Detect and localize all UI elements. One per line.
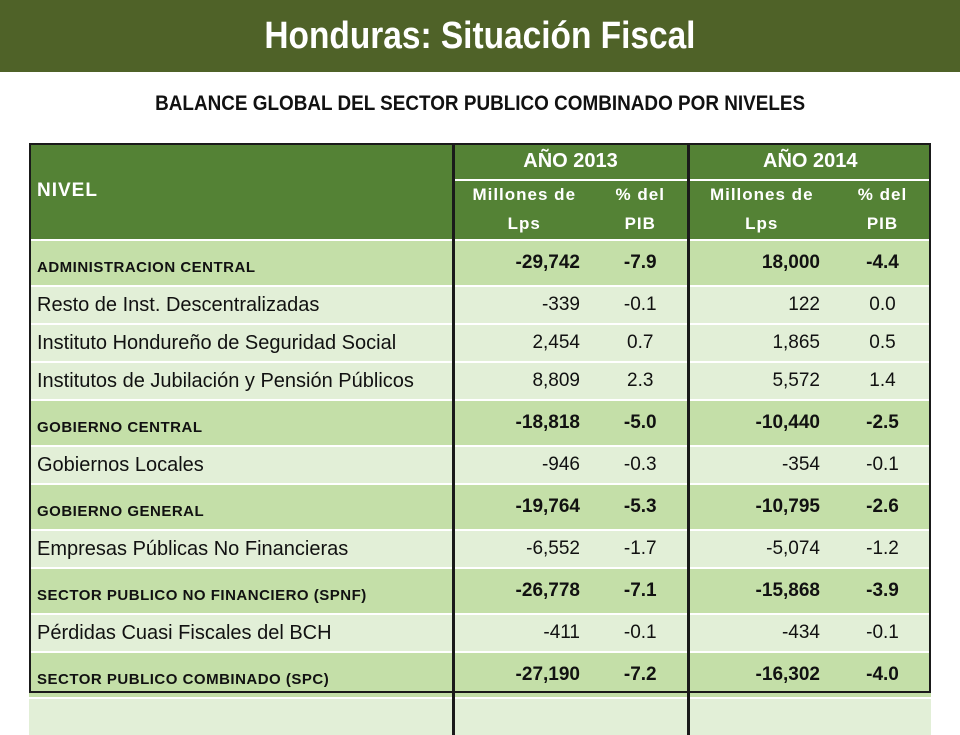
col-header-pib-2014: % del: [834, 180, 931, 209]
nivel-header: NIVEL: [29, 143, 453, 240]
pib-2014: -1.2: [834, 529, 931, 568]
pib-2013: -0.1: [594, 613, 688, 652]
table-row: SECTOR PUBLICO COMBINADO (SPC) -27,190 -…: [29, 651, 931, 698]
value-2014: 18,000: [686, 239, 834, 286]
table-subtitle-text: BALANCE GLOBAL DEL SECTOR PUBLICO COMBIN…: [155, 92, 805, 115]
pib-2014: -2.6: [834, 483, 931, 530]
col-header-lps-2014: Lps: [686, 209, 834, 240]
table-row: GOBIERNO CENTRAL -18,818 -5.0 -10,440 -2…: [29, 399, 931, 446]
title-bar: Honduras: Situación Fiscal: [0, 0, 960, 72]
fiscal-balance-table: NIVEL AÑO 2013 AÑO 2014 Millones de % de…: [29, 143, 931, 735]
value-2013: -411: [451, 613, 594, 652]
pib-2014: -4.4: [834, 239, 931, 286]
row-label: Pérdidas Cuasi Fiscales del BCH: [29, 613, 453, 652]
pib-2013: -7.2: [594, 651, 688, 698]
pib-2013: 0.7: [594, 323, 688, 362]
pib-2014: -3.9: [834, 567, 931, 614]
col-header-pib-2013: % del: [594, 180, 688, 209]
value-2013: -26,778: [451, 567, 594, 614]
value-2013: -339: [451, 285, 594, 324]
value-2014: 5,572: [686, 361, 834, 400]
row-label: GOBIERNO GENERAL: [29, 483, 453, 530]
value-2013: 8,809: [451, 361, 594, 400]
empty-cell: [834, 697, 931, 735]
value-2013: -27,190: [451, 651, 594, 698]
empty-cell: [686, 697, 834, 735]
pib-2013: 2.3: [594, 361, 688, 400]
table-frame-bottom: [29, 691, 931, 693]
pib-2014: -4.0: [834, 651, 931, 698]
pib-2014: 0.5: [834, 323, 931, 362]
pib-2014: 0.0: [834, 285, 931, 324]
table-row: Empresas Públicas No Financieras -6,552 …: [29, 529, 931, 568]
row-label: Empresas Públicas No Financieras: [29, 529, 453, 568]
row-label: Resto de Inst. Descentralizadas: [29, 285, 453, 324]
table-frame-top: [29, 143, 931, 145]
table-row: ADMINISTRACION CENTRAL -29,742 -7.9 18,0…: [29, 239, 931, 286]
row-label: Gobiernos Locales: [29, 445, 453, 484]
table-row: Gobiernos Locales -946 -0.3 -354 -0.1: [29, 445, 931, 484]
pib-2013: -1.7: [594, 529, 688, 568]
year-2014-header: AÑO 2014: [686, 143, 931, 181]
col-header-millones-2014: Millones de: [686, 180, 834, 209]
value-2014: -5,074: [686, 529, 834, 568]
row-label: SECTOR PUBLICO COMBINADO (SPC): [29, 651, 453, 698]
table-frame-right: [929, 143, 931, 691]
empty-cell: [29, 697, 453, 735]
value-2014: -16,302: [686, 651, 834, 698]
table-row: SECTOR PUBLICO NO FINANCIERO (SPNF) -26,…: [29, 567, 931, 614]
col-header-pib-2013-b: PIB: [594, 209, 688, 240]
value-2013: -29,742: [451, 239, 594, 286]
col-header-pib-2014-b: PIB: [834, 209, 931, 240]
row-label: ADMINISTRACION CENTRAL: [29, 239, 453, 286]
value-2014: -434: [686, 613, 834, 652]
year-2013-header: AÑO 2013: [451, 143, 688, 181]
value-2014: 122: [686, 285, 834, 324]
value-2013: -946: [451, 445, 594, 484]
table-row: Instituto Hondureño de Seguridad Social …: [29, 323, 931, 362]
value-2014: -10,795: [686, 483, 834, 530]
value-2014: -15,868: [686, 567, 834, 614]
empty-row: [29, 697, 931, 735]
table-row: Pérdidas Cuasi Fiscales del BCH -411 -0.…: [29, 613, 931, 652]
value-2014: -354: [686, 445, 834, 484]
pib-2014: -2.5: [834, 399, 931, 446]
pib-2014: -0.1: [834, 613, 931, 652]
value-2013: -19,764: [451, 483, 594, 530]
pib-2013: -5.0: [594, 399, 688, 446]
empty-cell: [594, 697, 688, 735]
value-2014: -10,440: [686, 399, 834, 446]
table-subtitle: BALANCE GLOBAL DEL SECTOR PUBLICO COMBIN…: [0, 92, 960, 116]
value-2014: 1,865: [686, 323, 834, 362]
page-title: Honduras: Situación Fiscal: [264, 14, 696, 57]
value-2013: -6,552: [451, 529, 594, 568]
row-label: SECTOR PUBLICO NO FINANCIERO (SPNF): [29, 567, 453, 614]
pib-2013: -7.9: [594, 239, 688, 286]
col-header-lps-2013: Lps: [451, 209, 594, 240]
value-2013: -18,818: [451, 399, 594, 446]
pib-2014: -0.1: [834, 445, 931, 484]
pib-2013: -0.3: [594, 445, 688, 484]
row-label: Instituto Hondureño de Seguridad Social: [29, 323, 453, 362]
empty-cell: [451, 697, 594, 735]
table-frame-left: [29, 143, 31, 691]
table-row: Resto de Inst. Descentralizadas -339 -0.…: [29, 285, 931, 324]
col-header-millones-2013: Millones de: [451, 180, 594, 209]
pib-2013: -0.1: [594, 285, 688, 324]
row-label: Institutos de Jubilación y Pensión Públi…: [29, 361, 453, 400]
value-2013: 2,454: [451, 323, 594, 362]
row-label: GOBIERNO CENTRAL: [29, 399, 453, 446]
pib-2013: -7.1: [594, 567, 688, 614]
table-row: GOBIERNO GENERAL -19,764 -5.3 -10,795 -2…: [29, 483, 931, 530]
table-row: Institutos de Jubilación y Pensión Públi…: [29, 361, 931, 400]
pib-2013: -5.3: [594, 483, 688, 530]
pib-2014: 1.4: [834, 361, 931, 400]
